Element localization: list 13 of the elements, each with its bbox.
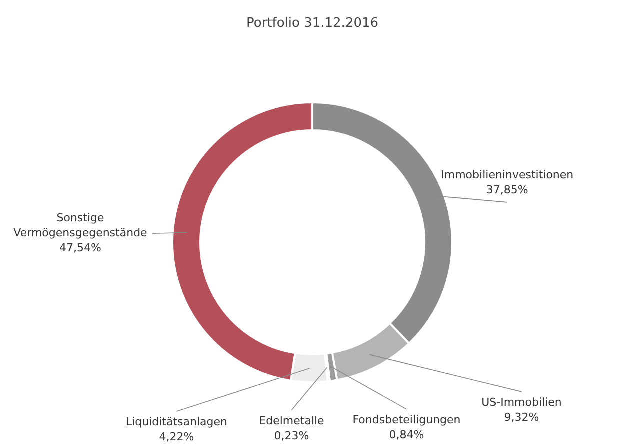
slice-label: Sonstige Vermögensgegenstände (14, 212, 148, 240)
slice-label: Edelmetalle (259, 414, 325, 428)
slice-label: Liquiditätsanlagen (126, 415, 228, 428)
data-label: 4,22% (159, 430, 194, 444)
data-label: 47,54% (60, 242, 102, 255)
slice-label: US-Immobilien (482, 396, 562, 409)
data-label: 9,32% (504, 410, 540, 424)
data-label: 0,84% (389, 428, 424, 442)
slice-label: Immobilieninvestitionen (441, 168, 574, 182)
chart-title: Portfolio 31.12.2016 (246, 16, 379, 31)
data-label: 0,23% (274, 429, 310, 442)
data-label: 37,85% (486, 183, 528, 196)
slice-label: Fondsbeteiligungen (352, 413, 461, 426)
